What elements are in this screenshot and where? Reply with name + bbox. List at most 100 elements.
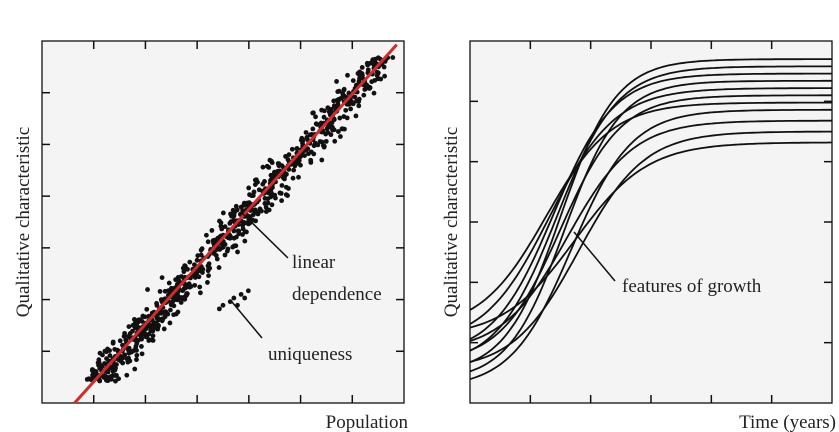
linear-dependence-label-line2: dependence <box>292 284 382 305</box>
scatter-point <box>179 274 184 279</box>
scatter-point <box>132 366 138 372</box>
scatter-point <box>146 331 152 337</box>
scatter-point <box>319 157 325 163</box>
scatter-point <box>171 312 177 318</box>
scatter-point <box>259 208 264 214</box>
scatter-point <box>250 212 256 218</box>
scatter-point <box>321 108 327 114</box>
scatter-point <box>361 92 367 98</box>
scatter-point <box>335 89 341 95</box>
growth-xlabel: Time (years) <box>739 412 836 432</box>
scatter-point <box>355 71 361 76</box>
scatter-point <box>107 353 113 358</box>
scatter-point <box>344 115 350 121</box>
outlier-point <box>216 306 222 312</box>
scatter-point <box>378 76 384 82</box>
growth-curve <box>469 72 832 340</box>
scatter-point <box>231 243 237 249</box>
growth-curves <box>469 58 832 381</box>
outlier-point <box>238 292 244 297</box>
scatter-point <box>277 190 283 196</box>
scatter-xlabel: Population <box>326 412 409 432</box>
growth-ylabel: Qualitative characteristic <box>441 127 462 317</box>
scatter-point <box>240 232 245 237</box>
scatter-point <box>315 142 321 148</box>
scatter-point <box>150 328 156 334</box>
scatter-point <box>166 280 172 286</box>
scatter-point <box>331 103 337 109</box>
scatter-point <box>246 200 252 206</box>
scatter-point <box>352 94 358 100</box>
scatter-point <box>260 181 266 187</box>
scatter-point <box>332 138 338 144</box>
scatter-point <box>233 203 239 209</box>
scatter-point <box>337 115 343 121</box>
uniqueness-pointer <box>231 301 263 339</box>
scatter-point <box>290 175 296 181</box>
scatter-point <box>286 152 292 158</box>
scatter-point <box>178 300 184 305</box>
scatter-point <box>182 263 188 269</box>
scatter-point <box>251 189 257 195</box>
scatter-point <box>134 323 140 329</box>
growth-curve <box>469 119 832 342</box>
scatter-point <box>390 55 396 60</box>
scatter-point <box>194 270 200 276</box>
scatter-point <box>145 287 150 292</box>
scatter-point <box>341 87 347 93</box>
scatter-point <box>224 248 230 254</box>
growth-curve <box>469 141 832 329</box>
scatter-point <box>319 139 325 145</box>
growth-curve <box>469 108 832 381</box>
scatter-point <box>291 167 297 173</box>
scatter-point <box>141 329 147 335</box>
scatter-point <box>150 333 156 339</box>
scatter-point <box>284 171 289 177</box>
scatter-point <box>206 261 212 267</box>
scatter-point <box>272 169 277 175</box>
scatter-point <box>160 316 165 322</box>
scatter-point <box>218 220 224 226</box>
scatter-point <box>139 319 145 324</box>
scatter-point <box>334 79 339 84</box>
scatter-point <box>269 190 274 196</box>
scatter-point <box>127 331 133 336</box>
scatter-point <box>161 310 167 315</box>
growth-curve <box>469 130 832 363</box>
scatter-point <box>84 376 90 382</box>
scatter-point <box>157 289 163 294</box>
scatter-point <box>338 134 343 139</box>
scatter-point <box>231 228 237 234</box>
scatter-point <box>154 300 159 306</box>
scatter-point <box>97 350 103 356</box>
growth-curve <box>469 79 832 373</box>
scatter-point <box>205 268 211 274</box>
scatter-point <box>205 239 211 245</box>
scatter-point <box>126 324 132 330</box>
scatter-point <box>310 126 316 132</box>
scatter-point <box>298 162 303 168</box>
scatter-point <box>364 82 370 88</box>
scatter-point <box>113 378 118 384</box>
growth-ticks <box>470 41 832 403</box>
scatter-point <box>240 226 246 232</box>
scatter-point <box>220 210 226 216</box>
scatter-point <box>252 207 258 213</box>
scatter-point <box>294 146 300 152</box>
scatter-point <box>279 183 285 188</box>
scatter-point <box>241 219 246 225</box>
growth-curve <box>469 101 832 311</box>
growth-plot-area <box>469 40 833 404</box>
scatter-point <box>231 213 237 219</box>
scatter-point <box>231 235 237 241</box>
scatter-point <box>311 143 317 149</box>
scatter-point <box>150 338 156 343</box>
scatter-point <box>110 340 116 346</box>
scatter-point <box>285 157 291 162</box>
scatter-point <box>167 320 173 326</box>
scatter-point <box>357 76 362 82</box>
scatter-point <box>134 357 139 363</box>
scatter-points <box>84 55 396 384</box>
scatter-point <box>110 364 116 370</box>
